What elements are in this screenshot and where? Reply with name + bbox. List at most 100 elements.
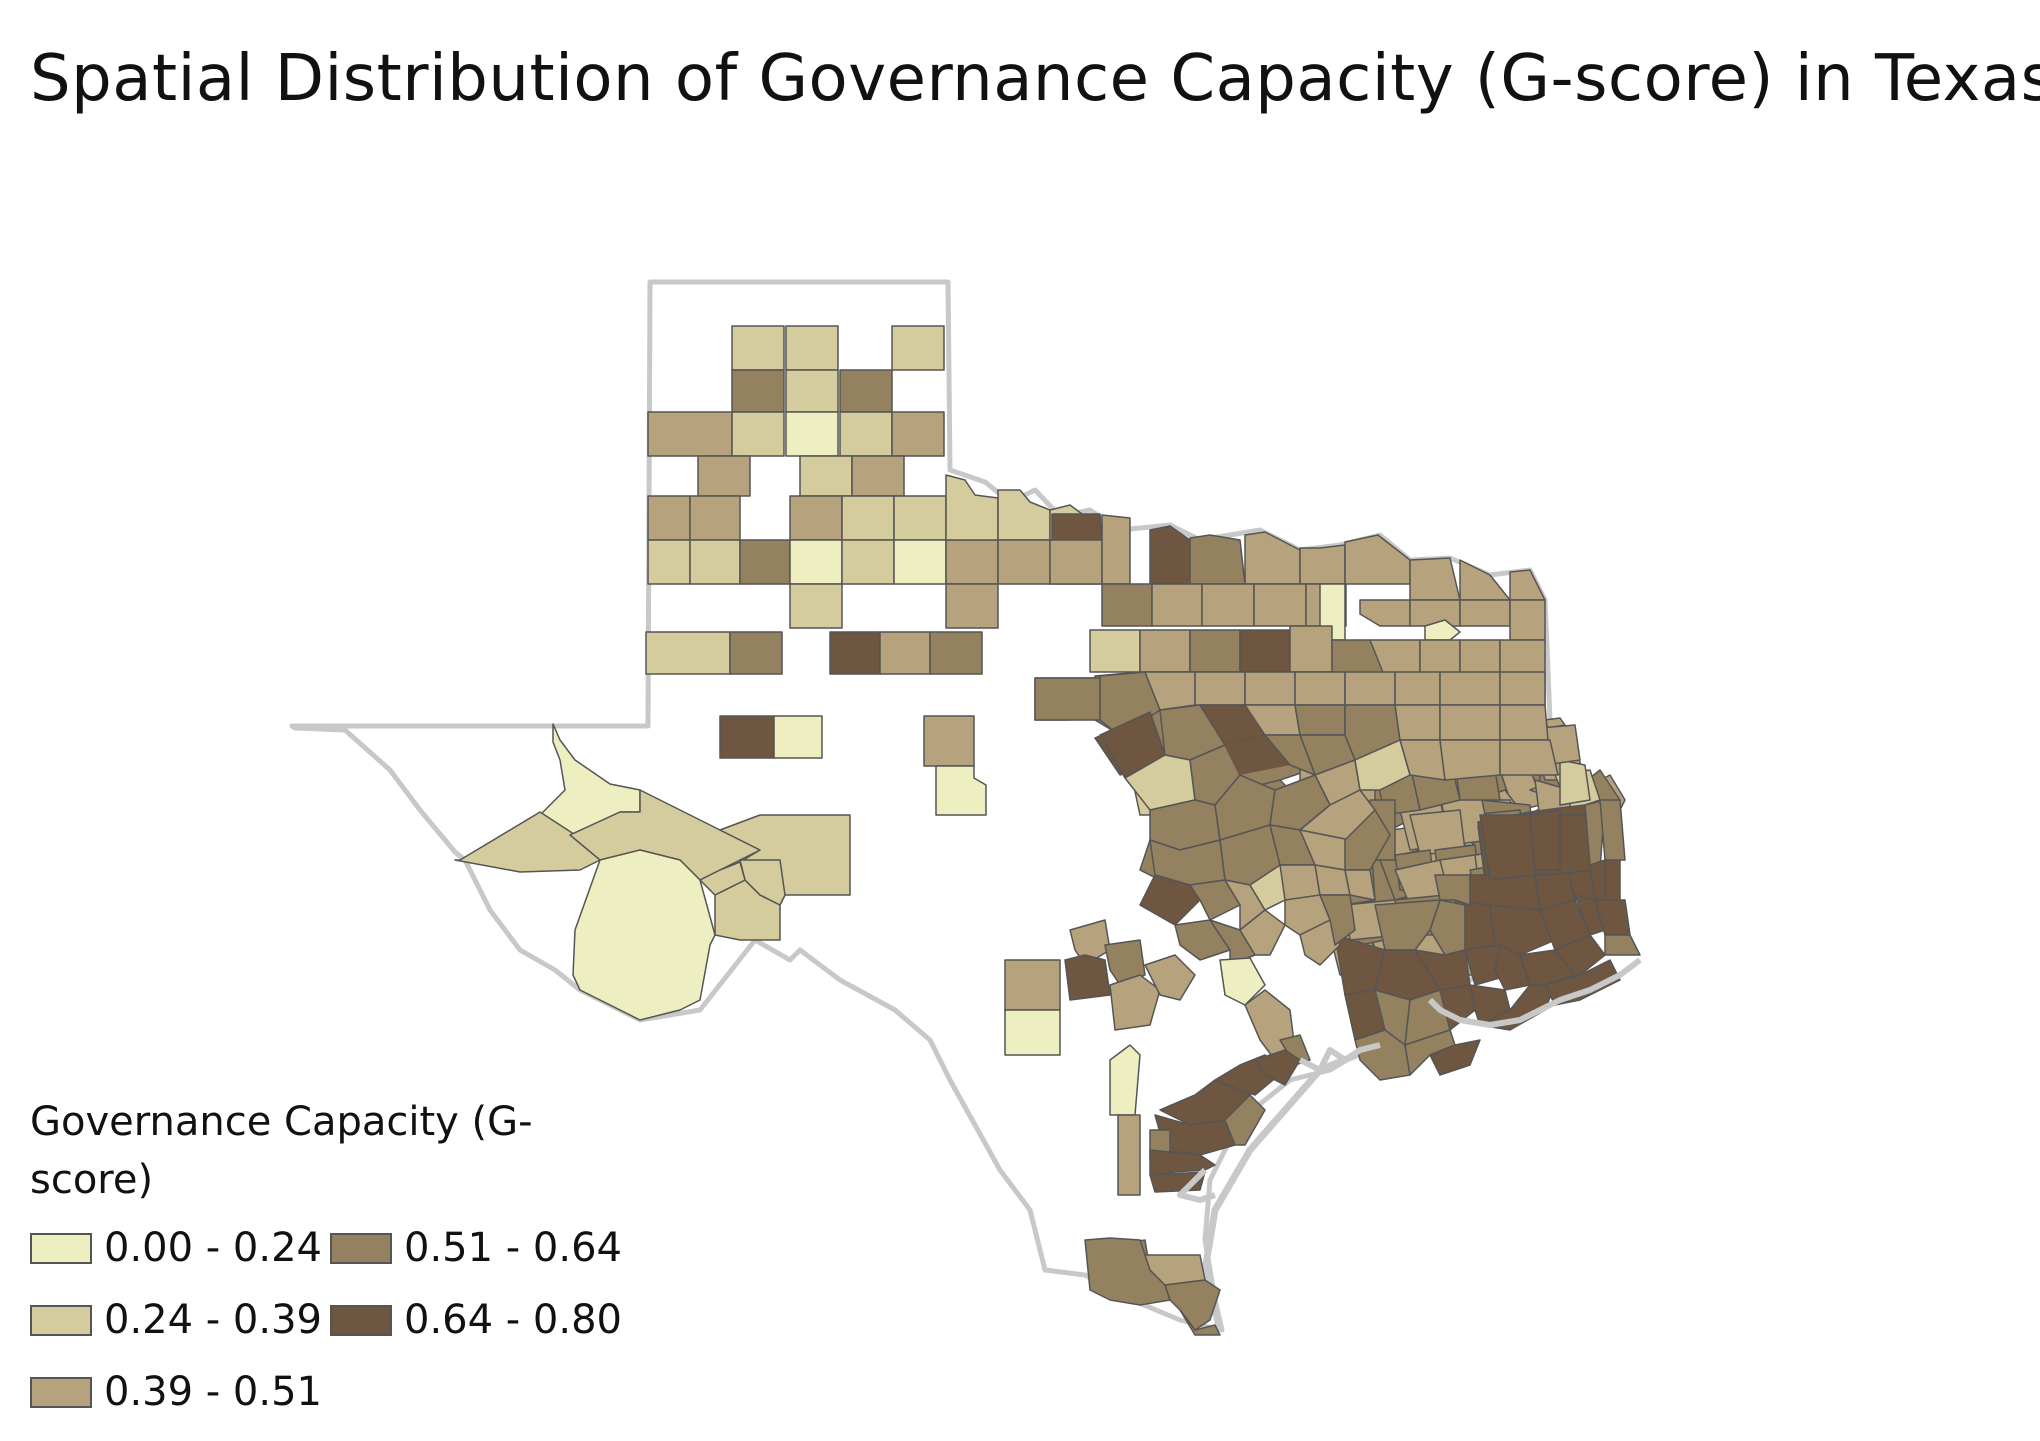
county [1089, 629, 1141, 673]
county [1439, 704, 1501, 741]
county-polygons-south [1004, 919, 1311, 1336]
county [785, 369, 839, 413]
county [891, 411, 945, 457]
county [929, 631, 983, 675]
legend-item-class-1: 0.00 - 0.24 [30, 1223, 330, 1273]
legend: Governance Capacity (G-score) 0.00 - 0.2… [30, 1093, 650, 1417]
county [879, 631, 931, 675]
county [789, 539, 843, 585]
legend-swatch [30, 1232, 92, 1264]
county [1049, 539, 1103, 585]
legend-swatch [30, 1376, 92, 1408]
county [1344, 869, 1376, 901]
county [739, 539, 791, 585]
county [719, 715, 775, 759]
gulf-coast-line [1201, 1041, 1382, 1331]
county [1239, 629, 1291, 673]
county [1604, 859, 1621, 901]
county [1494, 944, 1531, 991]
legend-item-class-5: 0.64 - 0.80 [330, 1295, 630, 1345]
county [729, 631, 783, 675]
county [1299, 544, 1346, 585]
county [1554, 934, 1606, 976]
county [1439, 739, 1501, 781]
legend-item-class-2: 0.24 - 0.39 [30, 1295, 330, 1345]
county [647, 539, 691, 585]
county [893, 495, 947, 541]
county [1034, 677, 1101, 721]
county [454, 811, 601, 873]
county [1194, 671, 1246, 706]
county [1344, 534, 1411, 585]
county [945, 583, 999, 629]
county-polygons-west [454, 715, 987, 1021]
county [1189, 534, 1246, 585]
county [789, 583, 843, 629]
county [841, 495, 895, 541]
county [1319, 894, 1356, 946]
county [1354, 739, 1411, 791]
county [731, 411, 785, 457]
county [1459, 599, 1511, 627]
county-polygons-east [1334, 724, 1641, 1081]
county [893, 539, 947, 585]
texas-state-outline [289, 279, 1588, 1333]
county [689, 495, 741, 541]
legend-label: 0.00 - 0.24 [104, 1225, 322, 1271]
legend-label: 0.64 - 0.80 [404, 1297, 622, 1343]
corpus-christi-bay [1177, 1167, 1216, 1203]
county [1479, 814, 1536, 881]
county [1604, 934, 1641, 956]
county [1144, 954, 1196, 1001]
county [1253, 583, 1307, 627]
county [572, 849, 716, 1021]
county [799, 455, 853, 497]
county [1244, 671, 1296, 706]
county [1359, 599, 1411, 627]
county [891, 325, 945, 371]
legend-item-class-3: 0.39 - 0.51 [30, 1367, 330, 1417]
county [645, 631, 731, 675]
county [1244, 531, 1301, 585]
county [1499, 704, 1549, 741]
legend-swatch [30, 1304, 92, 1336]
county [1224, 1094, 1266, 1146]
county [699, 861, 746, 896]
county [1117, 1114, 1141, 1196]
county [1225, 735, 1290, 775]
county [1101, 583, 1153, 627]
county [1599, 799, 1626, 861]
legend-label: 0.51 - 0.64 [404, 1225, 622, 1271]
county [1429, 1039, 1481, 1076]
county [1151, 583, 1203, 627]
county [829, 631, 881, 675]
county [839, 411, 893, 457]
county [1344, 671, 1396, 706]
county-polygons-central [1034, 671, 1559, 966]
county [1139, 629, 1191, 673]
county [945, 539, 999, 585]
county [1414, 949, 1471, 991]
county [1004, 959, 1061, 1011]
county [1239, 909, 1286, 956]
legend-swatch [330, 1232, 392, 1264]
county [1394, 671, 1441, 706]
county [1139, 874, 1201, 926]
county [785, 411, 839, 457]
county [1109, 1044, 1141, 1116]
map-title: Spatial Distribution of Governance Capac… [30, 42, 2040, 116]
legend-items: 0.00 - 0.24 0.51 - 0.64 0.24 - 0.39 0.64… [30, 1223, 650, 1417]
legend-title: Governance Capacity (G-score) [30, 1099, 533, 1203]
county [841, 539, 895, 585]
county [1179, 1309, 1221, 1336]
county [1051, 513, 1103, 541]
county [1499, 739, 1559, 776]
county [1434, 874, 1471, 906]
county [1394, 704, 1441, 741]
county [1101, 514, 1131, 585]
county [773, 715, 823, 759]
county [1409, 599, 1461, 627]
county [1109, 974, 1161, 1031]
county [1439, 671, 1501, 706]
county [1299, 919, 1341, 966]
